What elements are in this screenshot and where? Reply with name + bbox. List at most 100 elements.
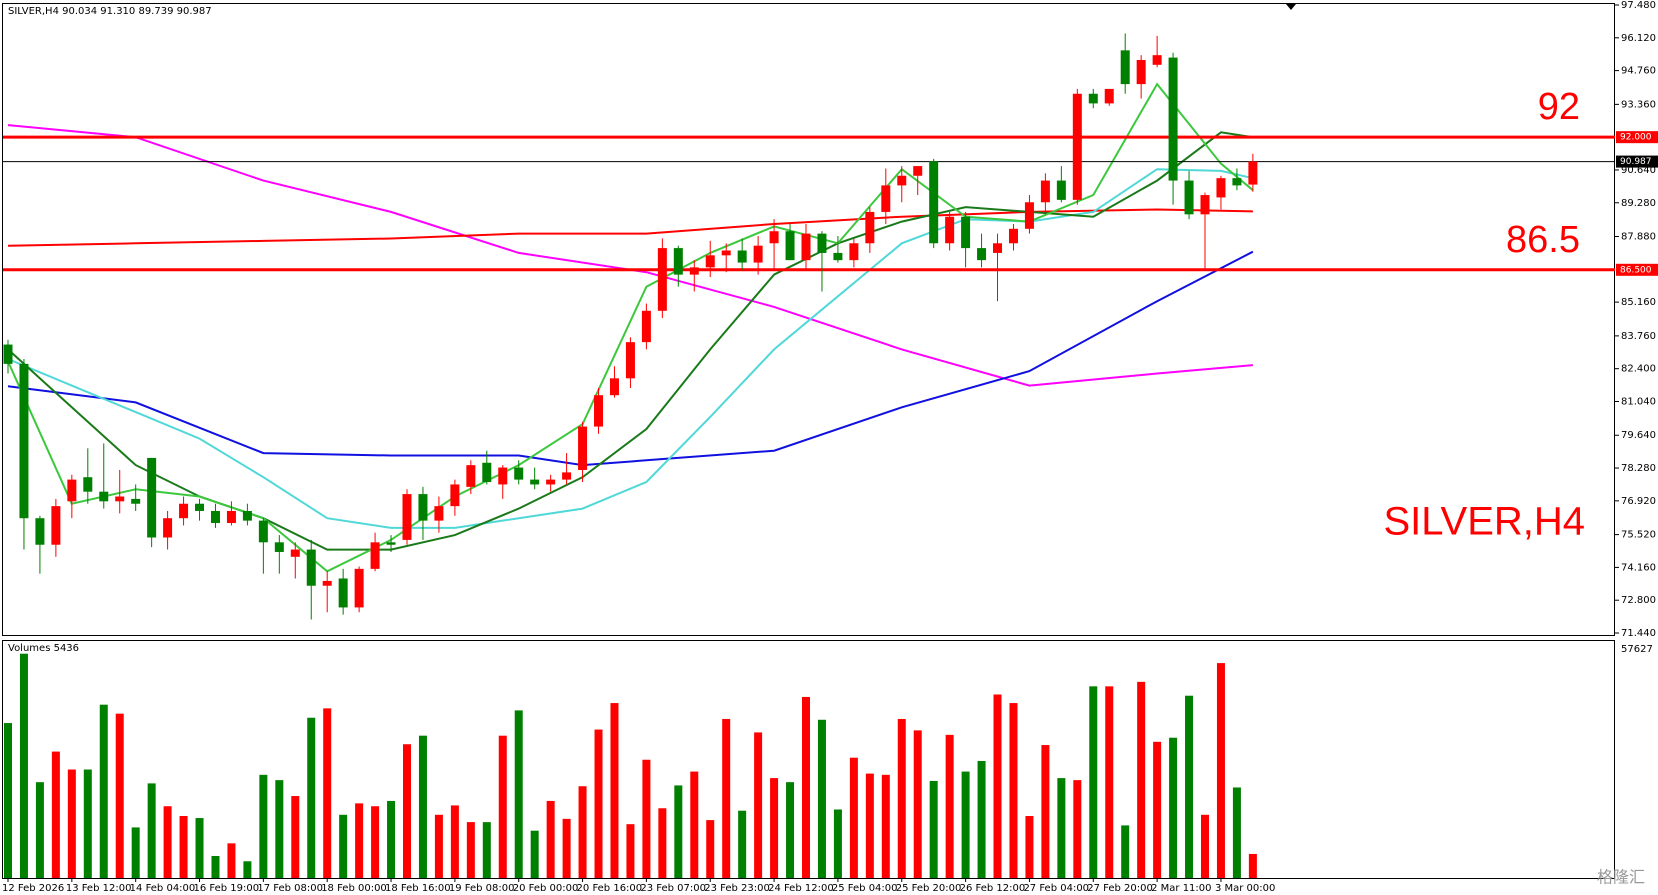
volume-bar (355, 803, 364, 878)
last-price-label: 90.987 (1620, 157, 1652, 167)
volume-bar (259, 774, 268, 878)
volume-bar (658, 808, 667, 878)
volume-bar (243, 861, 252, 878)
candle-body (1232, 178, 1242, 186)
y-tick-label: 87.880 (1621, 232, 1656, 243)
candle-body (641, 310, 651, 343)
candle-body (1056, 180, 1066, 200)
volume-bar (83, 769, 92, 878)
x-tick-label: 18 Feb 00:00 (321, 883, 387, 894)
volume-bar (770, 778, 779, 878)
x-tick-label: 27 Feb 20:00 (1087, 883, 1153, 894)
candle-body (913, 166, 923, 176)
candle-body (1072, 93, 1082, 200)
volume-bar (833, 809, 842, 878)
y-tick-label: 71.440 (1621, 628, 1656, 639)
candle-body (1184, 180, 1194, 215)
volume-bar (339, 814, 348, 878)
y-tick-label: 72.800 (1621, 595, 1656, 606)
level-annotation: 92 (1538, 86, 1580, 128)
y-tick-label: 81.040 (1621, 396, 1656, 407)
x-tick-label: 16 Feb 19:00 (194, 883, 260, 894)
watermark: 格隆汇 (1597, 868, 1645, 887)
volume-bar (131, 827, 140, 878)
volume-bar (323, 708, 332, 878)
volume-bar (706, 820, 715, 878)
volume-bar (307, 717, 316, 878)
volume-tick-label: 57627 (1621, 644, 1653, 655)
x-tick-label: 20 Feb 16:00 (577, 883, 643, 894)
volume-bar (275, 780, 284, 878)
volume-label: Volumes 5436 (8, 643, 79, 654)
volume-bar (450, 805, 459, 878)
volume-bar (961, 771, 970, 878)
candle-body (673, 248, 683, 275)
candle-body (961, 216, 971, 249)
volume-bar (371, 806, 380, 878)
candle-body (498, 467, 508, 485)
candle-body (322, 580, 332, 586)
candle-body (753, 245, 763, 263)
volume-bar (722, 718, 731, 878)
x-tick-label: 19 Feb 08:00 (449, 883, 515, 894)
volume-bar (1041, 745, 1050, 878)
volume-bar (993, 694, 1002, 878)
volume-bar (387, 800, 396, 878)
moving-average (7, 208, 1253, 247)
x-tick-label: 25 Feb 20:00 (896, 883, 962, 894)
shift-marker (1286, 4, 1296, 10)
y-tick-label: 82.400 (1621, 364, 1656, 375)
volume-pane (2, 640, 1615, 879)
x-tick-label: 26 Feb 12:00 (960, 883, 1026, 894)
candle-body (1168, 57, 1178, 181)
y-tick-label: 83.760 (1621, 331, 1656, 342)
volume-bar (738, 810, 747, 878)
volume-bar (99, 704, 108, 878)
candle-body (1024, 202, 1034, 229)
volume-bar (865, 773, 874, 878)
volume-bar (195, 818, 204, 878)
candle-body (35, 518, 45, 545)
volume-bar (1073, 780, 1082, 878)
candle-body (19, 363, 29, 519)
candle-body (514, 467, 524, 480)
volume-bar (881, 774, 890, 878)
level-label: 86.500 (1620, 265, 1652, 275)
y-tick-label: 94.760 (1621, 66, 1656, 77)
volume-bar (211, 855, 220, 878)
candle-body (721, 250, 731, 256)
candle-body (370, 542, 380, 569)
candle-body (897, 175, 907, 186)
volume-bar (674, 785, 683, 878)
candle-body (817, 233, 827, 253)
volume-bar (1216, 663, 1225, 878)
candle-body (737, 250, 747, 263)
candle-body (1120, 50, 1130, 85)
candle-body (578, 426, 588, 470)
candle-body (1248, 161, 1258, 185)
x-tick-label: 14 Feb 04:00 (130, 883, 196, 894)
volume-bar (434, 814, 443, 878)
candle-body (769, 231, 779, 244)
volume-bar (977, 760, 986, 878)
x-tick-label: 3 Mar 00:00 (1215, 883, 1275, 894)
x-tick-label: 27 Feb 04:00 (1023, 883, 1089, 894)
x-tick-label: 13 Feb 12:00 (66, 883, 132, 894)
candle-body (849, 243, 859, 261)
candle-body (402, 494, 412, 540)
y-tick-label: 76.920 (1621, 496, 1656, 507)
candle-body (977, 248, 987, 261)
candle-body (945, 216, 955, 244)
volume-bar (147, 783, 156, 878)
y-tick-label: 97.480 (1621, 0, 1656, 11)
moving-average (7, 124, 1253, 387)
candle-body (67, 479, 77, 502)
volume-bar (1025, 816, 1034, 878)
volume-bar (1232, 787, 1241, 878)
candle-body (705, 255, 715, 268)
candle-body (625, 342, 635, 379)
candle-body (1008, 228, 1018, 244)
volume-bar (945, 734, 954, 878)
